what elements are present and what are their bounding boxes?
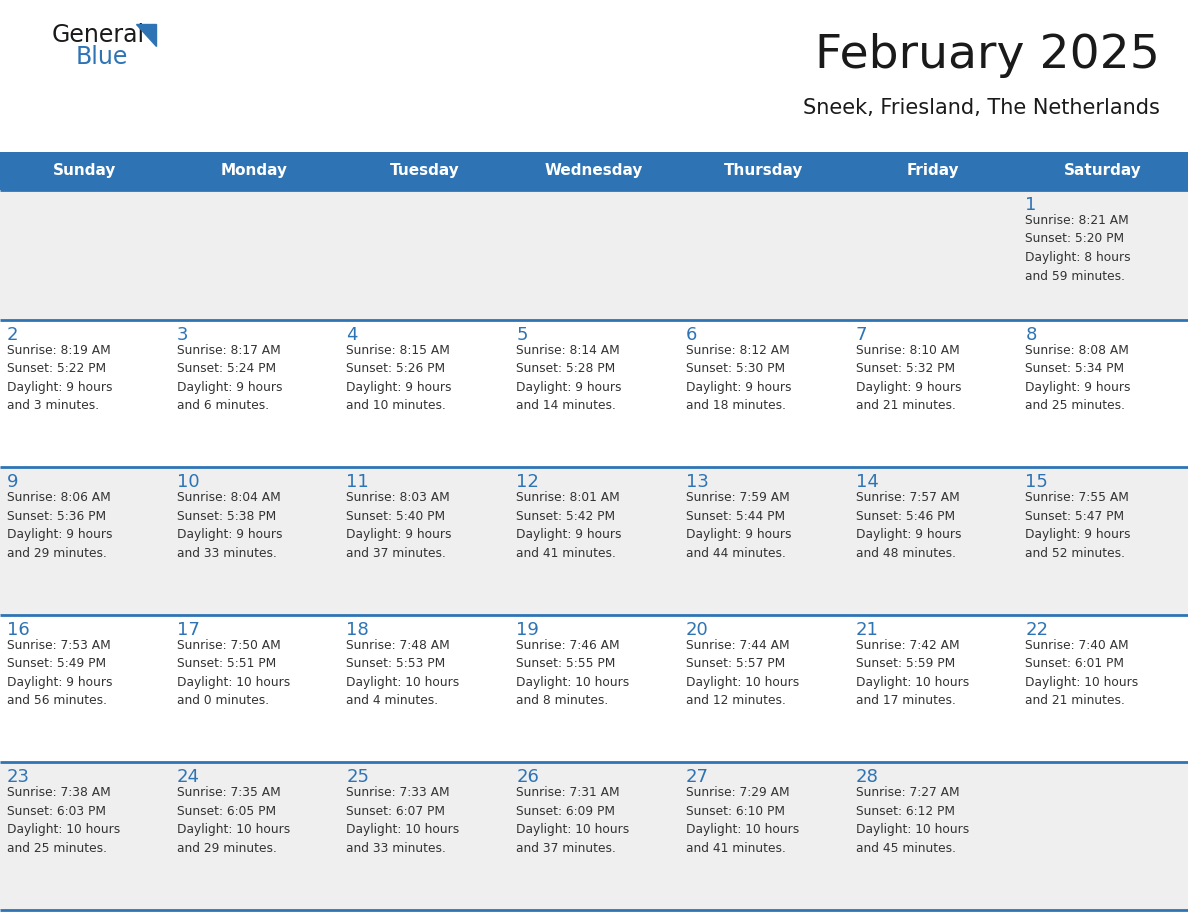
Text: Sunrise: 8:14 AM
Sunset: 5:28 PM
Daylight: 9 hours
and 14 minutes.: Sunrise: 8:14 AM Sunset: 5:28 PM Dayligh… <box>516 343 621 412</box>
Text: 19: 19 <box>516 621 539 639</box>
Text: February 2025: February 2025 <box>815 32 1159 77</box>
Text: Sunrise: 7:53 AM
Sunset: 5:49 PM
Daylight: 9 hours
and 56 minutes.: Sunrise: 7:53 AM Sunset: 5:49 PM Dayligh… <box>7 639 113 708</box>
Text: 24: 24 <box>177 768 200 787</box>
Text: 18: 18 <box>347 621 369 639</box>
Polygon shape <box>135 24 156 46</box>
Text: 9: 9 <box>7 474 19 491</box>
Text: 27: 27 <box>685 768 709 787</box>
Text: Sunrise: 7:46 AM
Sunset: 5:55 PM
Daylight: 10 hours
and 8 minutes.: Sunrise: 7:46 AM Sunset: 5:55 PM Dayligh… <box>516 639 630 708</box>
Text: Sneek, Friesland, The Netherlands: Sneek, Friesland, The Netherlands <box>803 98 1159 118</box>
Text: Sunrise: 7:40 AM
Sunset: 6:01 PM
Daylight: 10 hours
and 21 minutes.: Sunrise: 7:40 AM Sunset: 6:01 PM Dayligh… <box>1025 639 1138 708</box>
Text: Sunrise: 7:48 AM
Sunset: 5:53 PM
Daylight: 10 hours
and 4 minutes.: Sunrise: 7:48 AM Sunset: 5:53 PM Dayligh… <box>347 639 460 708</box>
Text: Sunrise: 8:03 AM
Sunset: 5:40 PM
Daylight: 9 hours
and 37 minutes.: Sunrise: 8:03 AM Sunset: 5:40 PM Dayligh… <box>347 491 451 560</box>
Bar <box>0 152 1188 190</box>
Text: 6: 6 <box>685 326 697 343</box>
Text: Sunrise: 7:31 AM
Sunset: 6:09 PM
Daylight: 10 hours
and 37 minutes.: Sunrise: 7:31 AM Sunset: 6:09 PM Dayligh… <box>516 787 630 855</box>
Text: Sunrise: 8:15 AM
Sunset: 5:26 PM
Daylight: 9 hours
and 10 minutes.: Sunrise: 8:15 AM Sunset: 5:26 PM Dayligh… <box>347 343 451 412</box>
Text: 14: 14 <box>855 474 878 491</box>
Text: 26: 26 <box>516 768 539 787</box>
Text: 15: 15 <box>1025 474 1048 491</box>
Text: Sunrise: 8:01 AM
Sunset: 5:42 PM
Daylight: 9 hours
and 41 minutes.: Sunrise: 8:01 AM Sunset: 5:42 PM Dayligh… <box>516 491 621 560</box>
Text: Friday: Friday <box>908 163 960 178</box>
Text: Sunrise: 7:44 AM
Sunset: 5:57 PM
Daylight: 10 hours
and 12 minutes.: Sunrise: 7:44 AM Sunset: 5:57 PM Dayligh… <box>685 639 800 708</box>
Text: 11: 11 <box>347 474 369 491</box>
Text: Wednesday: Wednesday <box>545 163 643 178</box>
Text: Thursday: Thursday <box>723 163 803 178</box>
Text: Sunrise: 7:55 AM
Sunset: 5:47 PM
Daylight: 9 hours
and 52 minutes.: Sunrise: 7:55 AM Sunset: 5:47 PM Dayligh… <box>1025 491 1131 560</box>
Text: Sunrise: 8:19 AM
Sunset: 5:22 PM
Daylight: 9 hours
and 3 minutes.: Sunrise: 8:19 AM Sunset: 5:22 PM Dayligh… <box>7 343 113 412</box>
Text: Sunday: Sunday <box>53 163 116 178</box>
Text: 2: 2 <box>7 326 19 343</box>
Text: 4: 4 <box>347 326 358 343</box>
Bar <box>0 190 1188 319</box>
Text: 20: 20 <box>685 621 708 639</box>
Text: 13: 13 <box>685 474 709 491</box>
Text: 25: 25 <box>347 768 369 787</box>
Text: 23: 23 <box>7 768 30 787</box>
Text: Sunrise: 7:35 AM
Sunset: 6:05 PM
Daylight: 10 hours
and 29 minutes.: Sunrise: 7:35 AM Sunset: 6:05 PM Dayligh… <box>177 787 290 855</box>
Text: 28: 28 <box>855 768 878 787</box>
Text: Sunrise: 7:57 AM
Sunset: 5:46 PM
Daylight: 9 hours
and 48 minutes.: Sunrise: 7:57 AM Sunset: 5:46 PM Dayligh… <box>855 491 961 560</box>
Text: General: General <box>52 23 145 47</box>
Text: Sunrise: 8:08 AM
Sunset: 5:34 PM
Daylight: 9 hours
and 25 minutes.: Sunrise: 8:08 AM Sunset: 5:34 PM Dayligh… <box>1025 343 1131 412</box>
Text: Sunrise: 8:06 AM
Sunset: 5:36 PM
Daylight: 9 hours
and 29 minutes.: Sunrise: 8:06 AM Sunset: 5:36 PM Dayligh… <box>7 491 113 560</box>
Text: 22: 22 <box>1025 621 1048 639</box>
Text: 16: 16 <box>7 621 30 639</box>
Text: Sunrise: 7:27 AM
Sunset: 6:12 PM
Daylight: 10 hours
and 45 minutes.: Sunrise: 7:27 AM Sunset: 6:12 PM Dayligh… <box>855 787 969 855</box>
Text: 7: 7 <box>855 326 867 343</box>
Text: Sunrise: 7:50 AM
Sunset: 5:51 PM
Daylight: 10 hours
and 0 minutes.: Sunrise: 7:50 AM Sunset: 5:51 PM Dayligh… <box>177 639 290 708</box>
Text: 17: 17 <box>177 621 200 639</box>
Text: Sunrise: 8:04 AM
Sunset: 5:38 PM
Daylight: 9 hours
and 33 minutes.: Sunrise: 8:04 AM Sunset: 5:38 PM Dayligh… <box>177 491 283 560</box>
Text: Saturday: Saturday <box>1064 163 1142 178</box>
Text: 3: 3 <box>177 326 188 343</box>
Text: Sunrise: 7:29 AM
Sunset: 6:10 PM
Daylight: 10 hours
and 41 minutes.: Sunrise: 7:29 AM Sunset: 6:10 PM Dayligh… <box>685 787 800 855</box>
Bar <box>0 763 1188 910</box>
Text: Sunrise: 7:42 AM
Sunset: 5:59 PM
Daylight: 10 hours
and 17 minutes.: Sunrise: 7:42 AM Sunset: 5:59 PM Dayligh… <box>855 639 969 708</box>
Text: Sunrise: 8:12 AM
Sunset: 5:30 PM
Daylight: 9 hours
and 18 minutes.: Sunrise: 8:12 AM Sunset: 5:30 PM Dayligh… <box>685 343 791 412</box>
Text: Monday: Monday <box>221 163 287 178</box>
Text: 21: 21 <box>855 621 878 639</box>
Text: Sunrise: 7:38 AM
Sunset: 6:03 PM
Daylight: 10 hours
and 25 minutes.: Sunrise: 7:38 AM Sunset: 6:03 PM Dayligh… <box>7 787 120 855</box>
Text: Sunrise: 8:10 AM
Sunset: 5:32 PM
Daylight: 9 hours
and 21 minutes.: Sunrise: 8:10 AM Sunset: 5:32 PM Dayligh… <box>855 343 961 412</box>
Bar <box>0 319 1188 467</box>
Text: Sunrise: 7:59 AM
Sunset: 5:44 PM
Daylight: 9 hours
and 44 minutes.: Sunrise: 7:59 AM Sunset: 5:44 PM Dayligh… <box>685 491 791 560</box>
Text: Blue: Blue <box>76 45 128 69</box>
Bar <box>0 615 1188 763</box>
Text: Sunrise: 8:17 AM
Sunset: 5:24 PM
Daylight: 9 hours
and 6 minutes.: Sunrise: 8:17 AM Sunset: 5:24 PM Dayligh… <box>177 343 283 412</box>
Text: 10: 10 <box>177 474 200 491</box>
Text: Sunrise: 7:33 AM
Sunset: 6:07 PM
Daylight: 10 hours
and 33 minutes.: Sunrise: 7:33 AM Sunset: 6:07 PM Dayligh… <box>347 787 460 855</box>
Text: 8: 8 <box>1025 326 1037 343</box>
Text: Tuesday: Tuesday <box>390 163 459 178</box>
Text: 5: 5 <box>516 326 527 343</box>
Bar <box>0 467 1188 615</box>
Text: Sunrise: 8:21 AM
Sunset: 5:20 PM
Daylight: 8 hours
and 59 minutes.: Sunrise: 8:21 AM Sunset: 5:20 PM Dayligh… <box>1025 214 1131 283</box>
Text: 1: 1 <box>1025 196 1037 214</box>
Text: 12: 12 <box>516 474 539 491</box>
